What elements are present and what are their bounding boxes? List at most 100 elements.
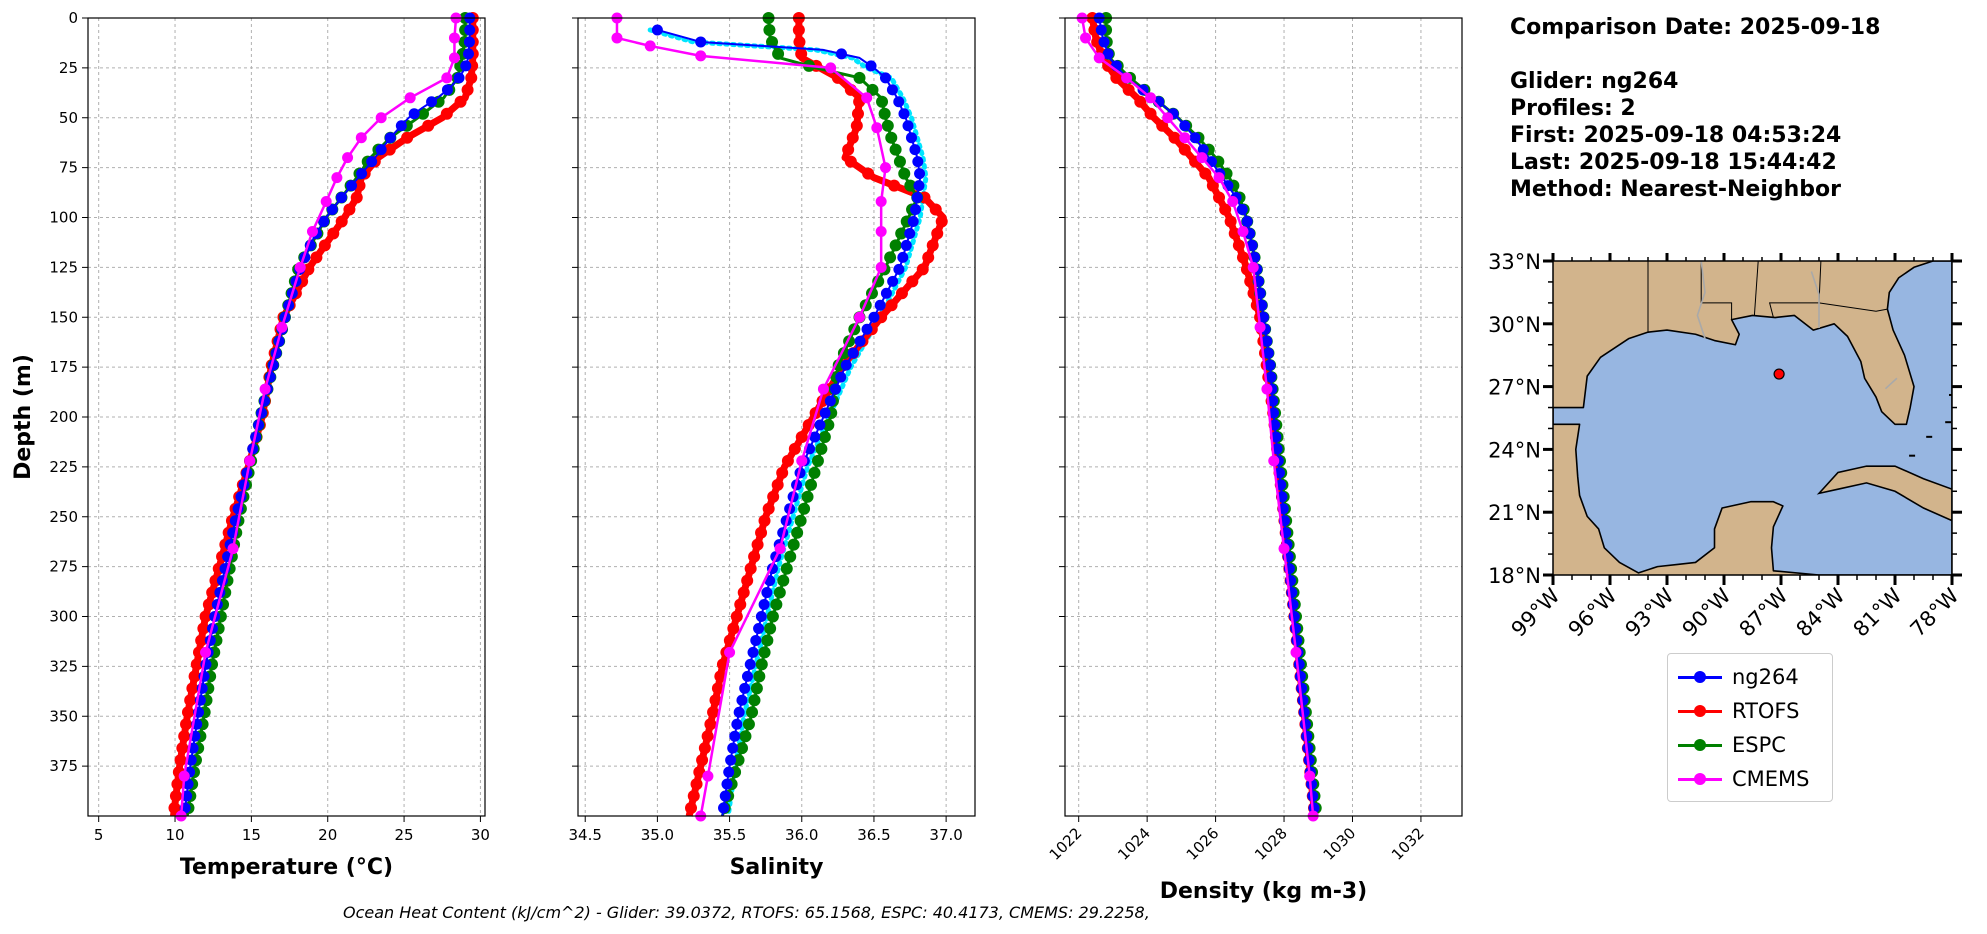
data-point xyxy=(1293,658,1305,670)
map-island xyxy=(1945,421,1952,424)
legend-label-cmems: CMEMS xyxy=(1732,767,1810,791)
data-point xyxy=(448,52,460,64)
data-point xyxy=(772,47,785,60)
data-point xyxy=(714,670,727,683)
data-point xyxy=(1268,455,1280,467)
data-point xyxy=(755,611,767,622)
legend-label-espc: ESPC xyxy=(1732,733,1786,757)
data-point xyxy=(876,95,889,108)
glider-name: Glider: ng264 xyxy=(1510,69,1679,94)
data-point xyxy=(764,622,777,635)
data-point xyxy=(773,586,786,599)
data-point xyxy=(911,192,923,204)
data-point xyxy=(733,706,745,718)
data-point xyxy=(885,131,898,144)
data-point xyxy=(889,143,902,156)
map-lat-label: 18°N xyxy=(1488,564,1541,588)
data-point xyxy=(868,311,880,323)
data-point xyxy=(727,742,739,754)
data-point xyxy=(417,107,430,120)
data-point xyxy=(395,120,407,132)
map-ocean xyxy=(1553,261,1952,575)
data-point xyxy=(905,132,917,144)
data-point xyxy=(384,132,396,144)
data-point xyxy=(331,172,343,184)
x-tick-label: 1032 xyxy=(1388,824,1428,864)
data-point xyxy=(776,466,789,479)
data-point xyxy=(796,455,808,467)
data-point xyxy=(366,156,378,168)
panel-3: 1022 1024 1026 1028 1030 1032 Density (kg m-3) xyxy=(1046,12,1463,904)
y-tick-label: 150 xyxy=(49,308,78,326)
data-point xyxy=(898,108,910,120)
data-point xyxy=(1168,131,1181,144)
data-point xyxy=(1262,347,1274,359)
x-tick-label: 25 xyxy=(395,826,414,844)
data-point xyxy=(793,35,806,48)
data-point xyxy=(788,442,801,455)
data-point xyxy=(753,622,765,634)
data-point xyxy=(822,418,835,431)
data-point xyxy=(742,718,755,731)
data-point xyxy=(893,263,905,275)
data-point xyxy=(784,550,797,563)
x-tick-label: 20 xyxy=(318,826,337,844)
data-point xyxy=(929,203,942,216)
data-point xyxy=(1102,48,1114,60)
data-point xyxy=(758,514,771,527)
data-point xyxy=(1134,95,1147,108)
data-point xyxy=(853,71,866,84)
series-line-cmems xyxy=(615,18,887,817)
legend-item-espc: ESPC xyxy=(1668,728,1832,762)
y-tick-label: 75 xyxy=(59,159,78,177)
data-point xyxy=(1265,371,1277,383)
y-tick-label: 275 xyxy=(49,558,78,576)
legend-label-ng264: ng264 xyxy=(1732,665,1799,689)
data-point xyxy=(1270,431,1282,443)
legend-label-rtofs: RTOFS xyxy=(1732,699,1800,723)
data-point xyxy=(888,179,901,192)
data-point xyxy=(755,526,768,539)
data-point xyxy=(1267,407,1279,419)
map-frame xyxy=(1552,260,1953,576)
data-point xyxy=(1156,119,1169,132)
data-point xyxy=(1213,172,1225,184)
first-time: First: 2025-09-18 04:53:24 xyxy=(1510,123,1842,148)
data-point xyxy=(690,778,703,791)
data-point xyxy=(1296,682,1308,694)
y-tick-label: 300 xyxy=(49,608,78,626)
data-point xyxy=(766,35,779,48)
data-point xyxy=(184,694,197,707)
y-tick-label: 100 xyxy=(49,209,78,227)
data-point xyxy=(781,454,794,467)
data-point xyxy=(875,261,887,273)
map-cuba xyxy=(1816,465,1952,522)
data-point xyxy=(408,108,420,120)
x-tick-label: 1028 xyxy=(1251,824,1291,864)
data-point xyxy=(695,36,707,48)
data-point xyxy=(861,92,873,104)
data-point xyxy=(758,646,771,659)
data-point xyxy=(1290,646,1302,658)
data-point xyxy=(798,502,811,515)
data-point xyxy=(805,478,818,491)
data-point xyxy=(463,48,475,60)
data-point xyxy=(737,586,750,599)
data-point xyxy=(904,179,917,192)
y-tick-label: 50 xyxy=(59,109,78,127)
data-point xyxy=(809,431,821,443)
series-espc xyxy=(1100,12,1322,817)
data-point xyxy=(851,107,864,120)
data-point xyxy=(792,23,805,36)
data-point xyxy=(1237,225,1249,237)
data-point xyxy=(244,455,256,467)
x-tick-label: 15 xyxy=(242,826,261,844)
data-point xyxy=(906,275,919,288)
data-point xyxy=(725,754,737,766)
data-point xyxy=(465,71,478,84)
x-tick-label: 35.0 xyxy=(641,826,674,844)
data-point xyxy=(200,646,212,658)
data-point xyxy=(893,96,905,108)
data-point xyxy=(1145,92,1157,104)
data-point xyxy=(174,754,187,767)
